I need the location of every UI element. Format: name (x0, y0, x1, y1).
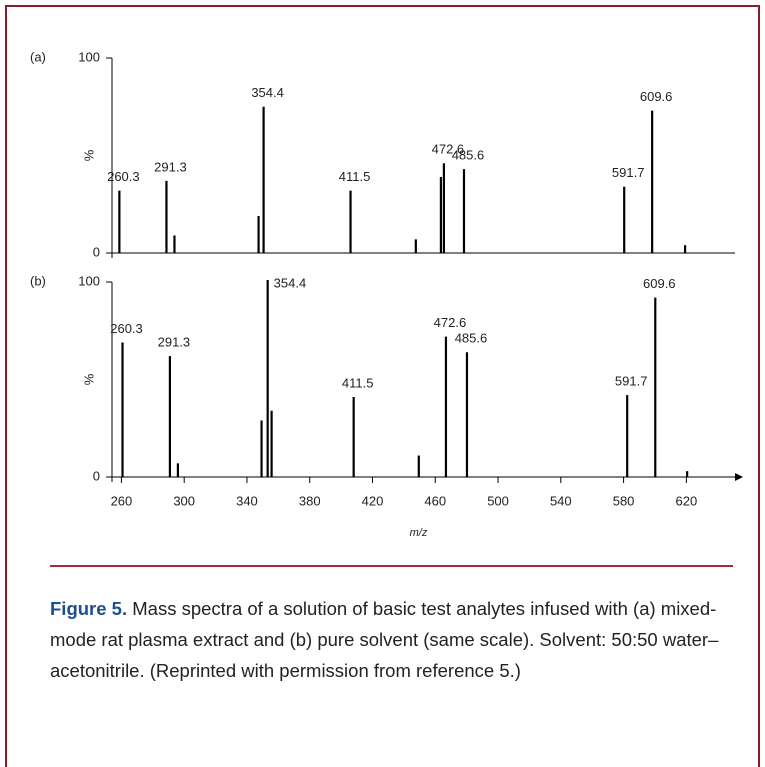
peak-label: 260.3 (107, 169, 140, 184)
y-tick-label: 100 (78, 49, 100, 64)
y-tick-label: 0 (93, 244, 100, 259)
peak-label: 260.3 (110, 321, 143, 336)
peak-label: 354.4 (274, 275, 307, 290)
peak-label: 591.7 (615, 374, 648, 389)
panel-label: (a) (30, 49, 46, 64)
x-tick-label: 420 (362, 493, 384, 508)
x-tick-label: 620 (676, 493, 698, 508)
page: (a)% 0 100 260.3 291.3 354.4 411.5 472.6 485.6 59… (5, 5, 760, 767)
divider (50, 565, 733, 567)
peak-label: 591.7 (612, 165, 645, 180)
peak-label: 411.5 (342, 375, 374, 390)
y-axis-label: % (81, 373, 96, 385)
caption-text: Mass spectra of a solution of basic test… (50, 598, 719, 681)
peak-label: 472.6 (434, 315, 467, 330)
caption: Figure 5. Mass spectra of a solution of … (50, 593, 730, 686)
peak-label: 485.6 (452, 148, 485, 163)
x-tick-label: 500 (487, 493, 509, 508)
x-axis-arrow (735, 473, 743, 481)
peak-label: 291.3 (154, 159, 187, 174)
y-tick-label: 0 (93, 468, 100, 483)
y-tick-label: 100 (78, 273, 100, 288)
x-tick-label: 580 (613, 493, 635, 508)
peak-label: 609.6 (640, 89, 673, 104)
x-tick-label: 540 (550, 493, 572, 508)
x-tick-label: 300 (173, 493, 195, 508)
panel-label: (b) (30, 273, 46, 288)
peak-label: 472.6 (432, 142, 465, 157)
peak-label: 609.6 (643, 276, 676, 291)
x-tick-label: 340 (236, 493, 258, 508)
peak-label: 291.3 (158, 335, 191, 350)
peak-label: 354.4 (251, 85, 284, 100)
chart: (a)%0100260.3291.3354.4411.5472.6485.659… (30, 49, 743, 539)
x-axis-label: m/z (410, 527, 428, 539)
frame (5, 5, 760, 767)
caption-label: Figure 5. (50, 598, 128, 619)
peak-label: 485.6 (455, 331, 488, 346)
x-tick-label: 380 (299, 493, 321, 508)
x-tick-label: 460 (424, 493, 446, 508)
y-axis-label: % (81, 149, 96, 161)
peak-label: 411.5 (339, 169, 371, 184)
x-tick-label: 260 (111, 493, 133, 508)
